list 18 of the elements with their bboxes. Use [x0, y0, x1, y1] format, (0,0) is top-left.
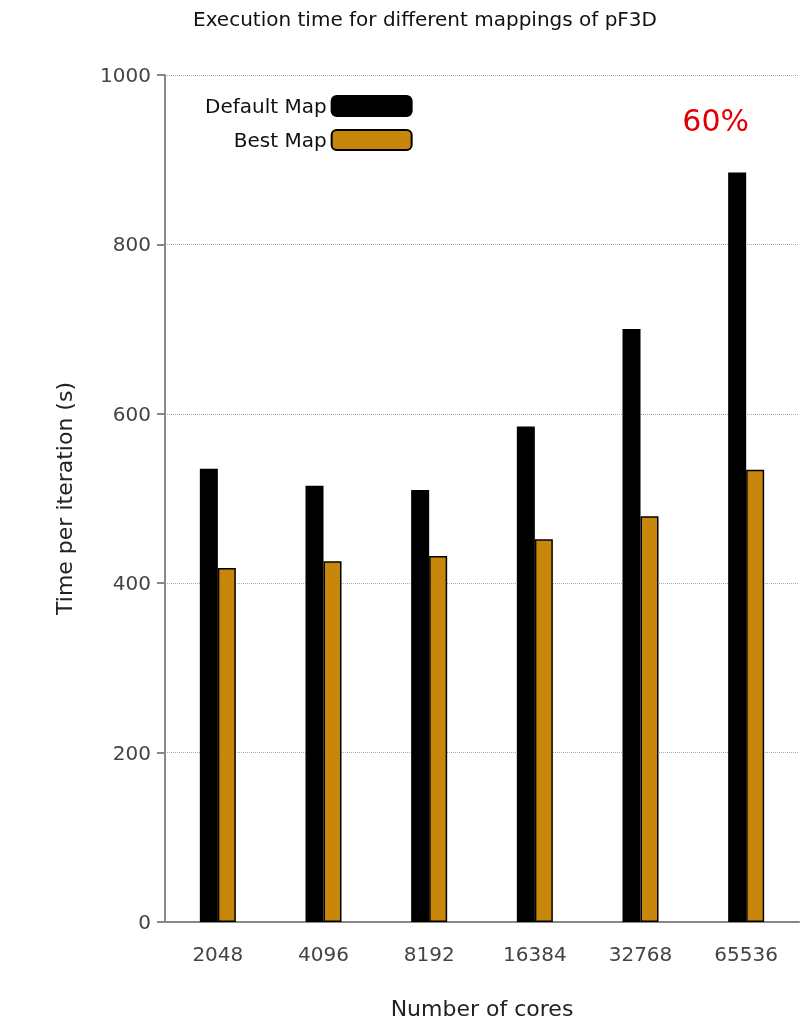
- x-tick-label: 65536: [714, 942, 778, 966]
- x-tick-label: 2048: [192, 942, 244, 966]
- y-tick-label: 0: [138, 910, 151, 934]
- y-tick-label: 800: [112, 232, 151, 257]
- y-tick-label: 200: [112, 740, 151, 765]
- legend-label: Best Map: [233, 128, 327, 152]
- annotation: 60%: [682, 102, 750, 138]
- y-tick-label: 600: [112, 401, 151, 426]
- y-axis-title: Time per iteration (s): [51, 382, 77, 616]
- chart-title: Execution time for different mappings of pF3D: [193, 7, 657, 31]
- x-tick-label: 8192: [403, 942, 455, 966]
- x-tick-label: 4096: [298, 942, 349, 966]
- legend-label: Default Map: [205, 94, 327, 118]
- y-tick-label: 400: [112, 571, 151, 596]
- x-tick-label: 32768: [608, 942, 673, 966]
- x-axis-title: Number of cores: [390, 995, 574, 1021]
- y-tick-label: 1000: [100, 63, 151, 87]
- x-tick-label: 16384: [503, 942, 567, 966]
